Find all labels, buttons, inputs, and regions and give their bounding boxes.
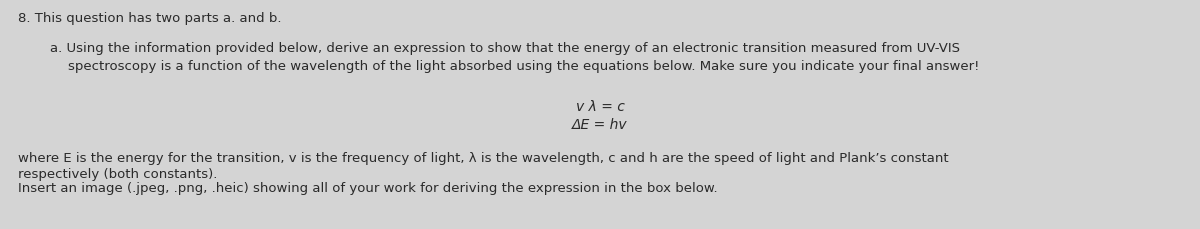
Text: respectively (both constants).: respectively (both constants). [18, 167, 217, 180]
Text: 8. This question has two parts a. and b.: 8. This question has two parts a. and b. [18, 12, 282, 25]
Text: ΔE = hv: ΔE = hv [572, 117, 628, 131]
Text: where E is the energy for the transition, v is the frequency of light, λ is the : where E is the energy for the transition… [18, 151, 949, 164]
Text: spectroscopy is a function of the wavelength of the light absorbed using the equ: spectroscopy is a function of the wavele… [68, 60, 979, 73]
Text: v λ = c: v λ = c [576, 100, 624, 114]
Text: a. Using the information provided below, derive an expression to show that the e: a. Using the information provided below,… [50, 42, 960, 55]
Text: Insert an image (.jpeg, .png, .heic) showing all of your work for deriving the e: Insert an image (.jpeg, .png, .heic) sho… [18, 181, 718, 194]
